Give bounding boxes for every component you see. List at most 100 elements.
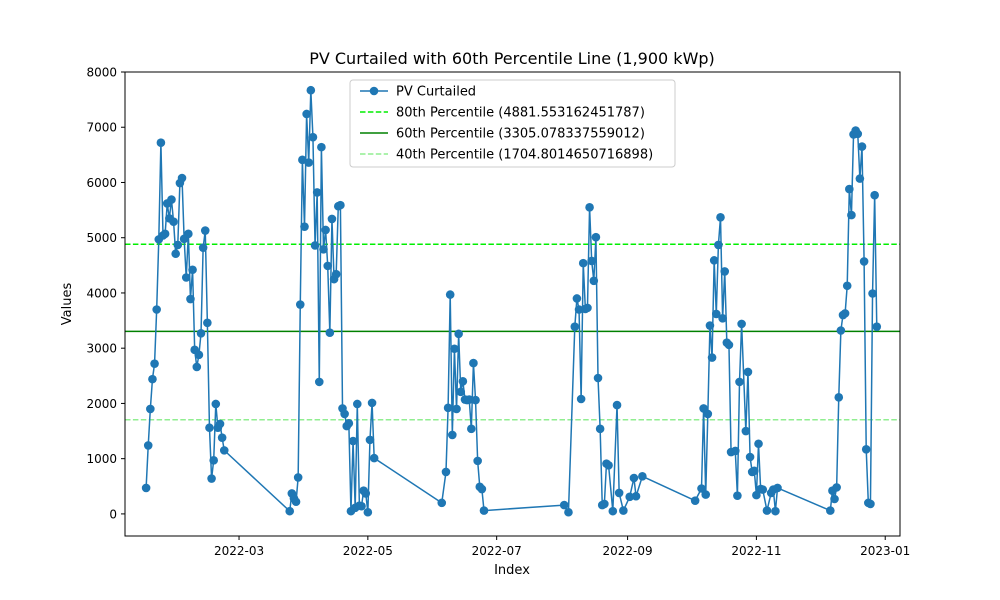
data-point <box>612 400 622 410</box>
y-tick-label: 7000 <box>86 121 117 135</box>
data-point <box>771 506 780 516</box>
data-point <box>619 506 628 515</box>
data-point <box>589 276 599 286</box>
data-point <box>826 506 835 515</box>
data-point <box>714 240 723 250</box>
data-point <box>861 444 871 454</box>
data-point <box>458 377 468 386</box>
data-point <box>832 483 841 492</box>
data-point <box>716 212 725 222</box>
data-point <box>868 289 877 298</box>
data-point <box>629 473 639 483</box>
data-point <box>845 184 854 194</box>
data-point <box>836 326 846 335</box>
data-point <box>363 507 373 517</box>
data-point <box>735 377 744 387</box>
data-point <box>745 452 755 462</box>
data-point <box>762 506 772 515</box>
data-point <box>471 395 480 405</box>
data-point <box>703 409 713 419</box>
data-point <box>711 309 721 319</box>
data-point <box>177 173 187 183</box>
data-point <box>737 319 746 329</box>
data-point <box>456 387 466 397</box>
data-point <box>319 245 328 254</box>
data-point <box>855 174 865 183</box>
data-point <box>583 303 592 313</box>
data-point <box>608 506 618 516</box>
data-point <box>293 473 303 482</box>
data-point <box>564 507 573 517</box>
data-point <box>203 318 212 328</box>
data-point <box>317 142 326 152</box>
data-point <box>186 294 195 304</box>
y-tick-label: 3000 <box>86 342 117 356</box>
data-point <box>574 305 584 314</box>
data-point <box>591 232 601 242</box>
data-point <box>367 398 377 408</box>
y-tick-label: 4000 <box>86 286 117 300</box>
data-point <box>336 200 345 210</box>
data-point <box>595 424 605 434</box>
data-point <box>146 404 155 414</box>
data-point <box>369 453 379 463</box>
data-point <box>325 328 335 338</box>
data-point <box>749 466 759 476</box>
data-point <box>327 214 337 224</box>
legend-label: 80th Percentile (4881.553162451787) <box>396 106 645 121</box>
data-point <box>285 506 295 516</box>
data-point <box>160 229 170 239</box>
data-point <box>321 225 330 235</box>
series-layer <box>141 85 882 517</box>
data-point <box>469 358 478 368</box>
data-point <box>365 435 375 445</box>
data-point <box>304 158 314 167</box>
legend: PV Curtailed 80th Percentile (4881.553162… <box>349 79 676 168</box>
x-tick-label: 2022-09 <box>603 544 653 558</box>
data-point <box>198 243 208 252</box>
data-point <box>842 281 852 291</box>
data-point <box>169 217 178 226</box>
data-point <box>445 290 455 299</box>
y-tick-label: 1000 <box>86 452 117 466</box>
data-point <box>143 441 153 450</box>
data-point <box>348 436 358 446</box>
data-point <box>741 426 751 436</box>
data-point <box>773 483 782 493</box>
data-point <box>570 322 580 331</box>
y-tick-label: 0 <box>109 507 117 521</box>
data-point <box>870 190 879 200</box>
data-point <box>758 485 768 494</box>
data-point <box>705 321 715 330</box>
data-point <box>473 456 482 466</box>
data-point <box>638 472 647 481</box>
data-point <box>718 314 727 323</box>
data-point <box>152 305 161 314</box>
data-point <box>604 461 613 470</box>
data-point <box>167 195 176 204</box>
data-point <box>707 353 717 362</box>
data-point <box>853 129 863 139</box>
data-point <box>585 203 594 212</box>
plot-frame <box>124 71 901 537</box>
data-point <box>295 300 305 309</box>
data-point <box>150 359 159 368</box>
data-point <box>196 328 206 338</box>
data-point <box>219 446 229 455</box>
legend-label: 60th Percentile (3305.078337559012) <box>396 127 645 142</box>
data-point <box>872 322 882 331</box>
data-point <box>306 85 316 95</box>
data-point <box>733 491 742 500</box>
data-point <box>443 403 453 413</box>
data-point <box>834 393 844 402</box>
data-point <box>300 222 309 231</box>
y-tick-label: 5000 <box>86 231 117 245</box>
y-tick-label: 6000 <box>86 176 117 190</box>
legend-label: 40th Percentile (1704.8014650716898) <box>396 148 653 163</box>
data-point <box>625 492 634 502</box>
data-point <box>593 373 603 383</box>
y-tick-label: 8000 <box>86 66 117 80</box>
data-point <box>600 499 609 509</box>
data-point <box>141 483 151 493</box>
